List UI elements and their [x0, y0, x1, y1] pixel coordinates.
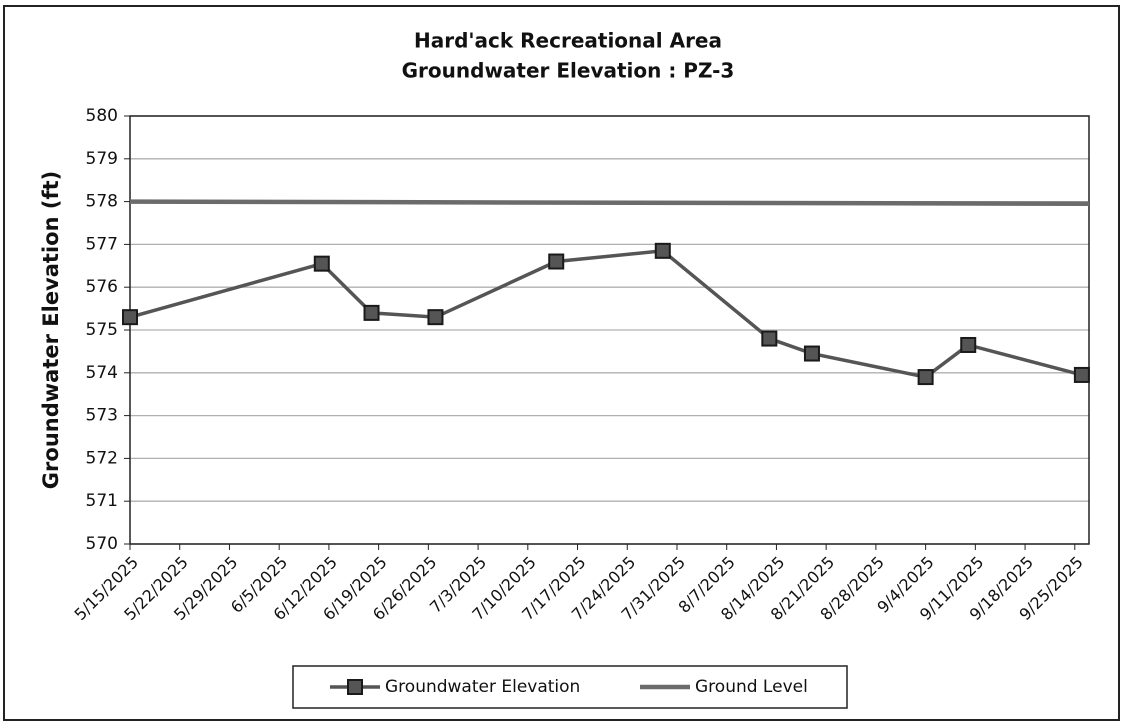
data-point [548, 253, 565, 270]
data-point [363, 304, 380, 321]
y-tick-label: 572 [86, 448, 118, 468]
y-tick-label: 578 [86, 192, 118, 212]
y-tick-label: 570 [86, 534, 118, 554]
data-point [654, 242, 671, 259]
y-tick-label: 577 [86, 234, 118, 254]
data-point [122, 309, 138, 326]
legend-marker [347, 679, 363, 695]
y-axis-label: Groundwater Elevation (ft) [39, 171, 63, 489]
y-tick-label: 575 [86, 320, 118, 340]
y-tick-label: 576 [86, 277, 118, 297]
legend-box [292, 665, 848, 709]
plot-border [129, 115, 1090, 545]
data-point [917, 369, 934, 386]
data-point [427, 309, 444, 326]
y-tick-label: 573 [86, 406, 118, 426]
data-point [761, 330, 778, 347]
y-tick-label: 579 [86, 149, 118, 169]
y-tick-label: 580 [86, 106, 118, 126]
y-tick-label: 574 [86, 363, 118, 383]
chart-title: Hard'ack Recreational Area [414, 29, 722, 53]
data-point [1073, 366, 1090, 383]
y-tick-label: 571 [86, 491, 118, 511]
chart-subtitle: Groundwater Elevation : PZ-3 [402, 59, 735, 83]
data-point [960, 336, 977, 353]
data-point [803, 345, 820, 362]
data-point [313, 255, 330, 272]
legend-label: Groundwater Elevation [385, 677, 580, 697]
series-line [129, 199, 1090, 206]
legend-label: Ground Level [695, 677, 808, 697]
